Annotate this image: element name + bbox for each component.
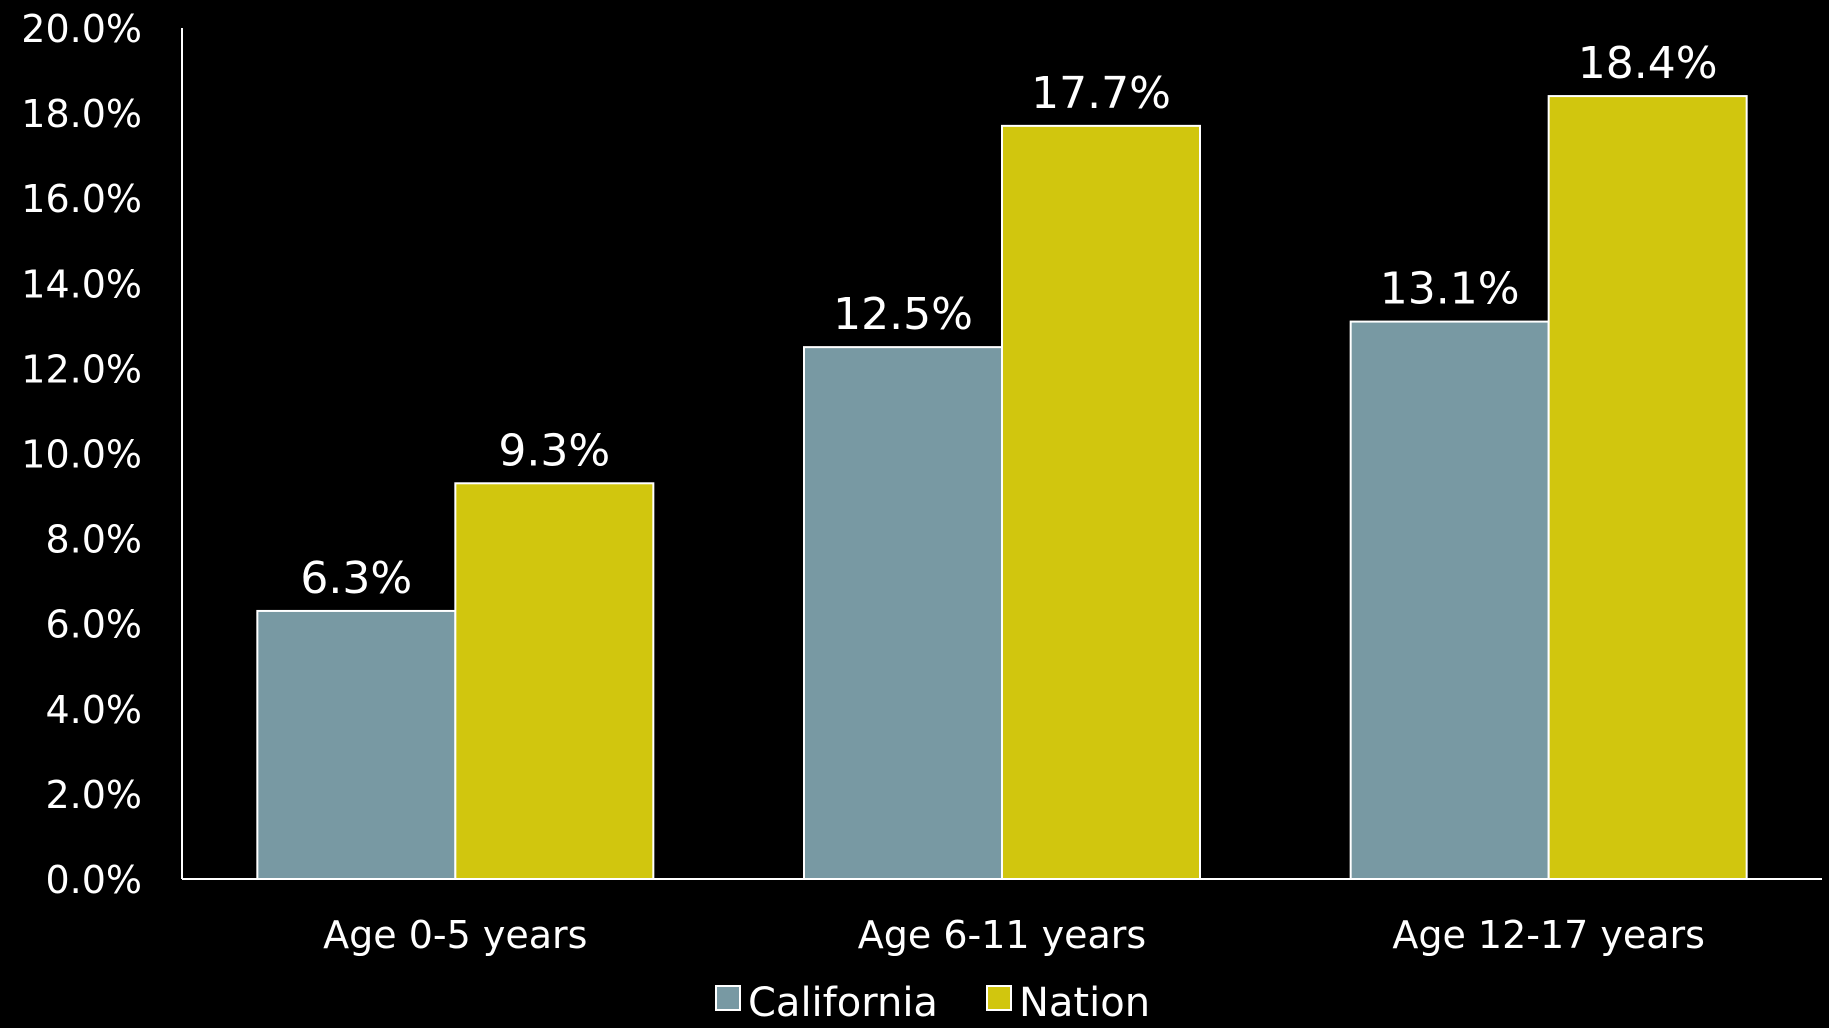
y-tick-label: 18.0% (21, 92, 142, 136)
bars-group (256, 95, 1748, 881)
bar-california (1349, 320, 1550, 881)
bar-value-label: 12.5% (833, 289, 973, 340)
legend-label: Nation (1019, 980, 1150, 1026)
legend: California Nation (715, 980, 1150, 1026)
bar-value-label: 17.7% (1031, 68, 1171, 119)
bar-value-label: 6.3% (300, 553, 412, 604)
legend-swatch-nation (986, 985, 1012, 1011)
y-tick-label: 16.0% (21, 177, 142, 221)
y-tick-label: 20.0% (21, 7, 142, 51)
y-tick-label: 10.0% (21, 433, 142, 477)
y-tick-label: 8.0% (45, 518, 142, 562)
y-axis-ticks: 0.0% 2.0% 4.0% 6.0% 8.0% 10.0% 12.0% 14.0% 16.0%… (21, 7, 142, 902)
bar-california (256, 609, 457, 880)
bar-california (803, 346, 1003, 880)
data-labels-group: 6.3% 9.3% 12.5% 17.7% 13.1% 18.4% (300, 38, 1717, 604)
legend-swatch-california (715, 985, 741, 1011)
x-category-label: Age 6-11 years (858, 913, 1146, 957)
bar-nation (1547, 95, 1748, 880)
x-category-label: Age 0-5 years (323, 913, 587, 957)
y-tick-label: 14.0% (21, 262, 142, 306)
bar-value-label: 9.3% (498, 425, 610, 476)
legend-label: California (748, 980, 938, 1026)
bar-nation (1001, 124, 1201, 881)
y-tick-label: 4.0% (45, 688, 142, 732)
bar-value-label: 18.4% (1578, 38, 1718, 89)
x-axis-labels: Age 0-5 years Age 6-11 years Age 12-17 yea… (323, 913, 1705, 957)
bar-nation (454, 482, 655, 880)
y-tick-label: 12.0% (21, 347, 142, 391)
y-tick-label: 6.0% (45, 603, 142, 647)
x-category-label: Age 12-17 years (1392, 913, 1705, 957)
bar-value-label: 13.1% (1380, 264, 1520, 315)
y-tick-label: 0.0% (45, 858, 142, 902)
y-tick-label: 2.0% (45, 773, 142, 817)
